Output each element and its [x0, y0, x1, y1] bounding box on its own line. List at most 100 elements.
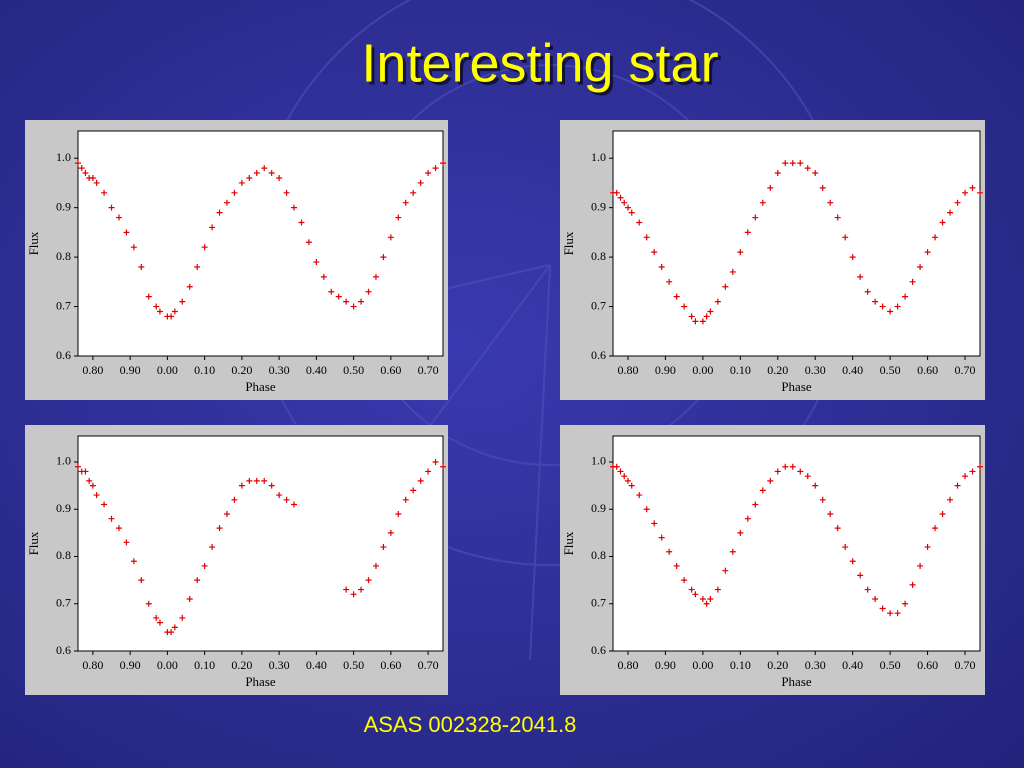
x-tick-label: 0.00 — [692, 363, 713, 377]
point — [231, 496, 238, 503]
x-tick-label: 0.60 — [380, 363, 401, 377]
point — [231, 189, 238, 196]
point — [328, 288, 335, 295]
point — [673, 293, 680, 300]
point — [216, 525, 223, 532]
point — [737, 529, 744, 536]
point — [887, 308, 894, 315]
point — [744, 229, 751, 236]
point — [621, 199, 628, 206]
point — [395, 510, 402, 517]
point — [168, 629, 175, 636]
point — [977, 463, 983, 470]
title-shadow: Interesting star — [364, 36, 721, 96]
point — [759, 199, 766, 206]
x-tick-label: 0.70 — [418, 363, 439, 377]
point — [879, 605, 886, 612]
point — [864, 288, 871, 295]
point — [917, 263, 924, 270]
point — [320, 273, 327, 280]
y-axis-label: Flux — [26, 231, 41, 255]
point — [246, 477, 253, 484]
point — [849, 254, 856, 261]
x-axis-label: Phase — [781, 379, 812, 394]
point — [223, 199, 230, 206]
point — [246, 174, 253, 181]
x-axis-label: Phase — [245, 674, 276, 689]
y-axis-label: Flux — [561, 531, 576, 555]
point — [209, 224, 216, 231]
point — [153, 303, 160, 310]
point — [789, 463, 796, 470]
y-tick-label: 0.9 — [56, 501, 71, 515]
point — [101, 501, 108, 508]
point — [440, 463, 446, 470]
point — [658, 263, 665, 270]
point — [268, 482, 275, 489]
x-tick-label: 0.40 — [842, 363, 863, 377]
point — [432, 458, 439, 465]
point — [939, 510, 946, 517]
point — [440, 160, 446, 167]
plot-area — [77, 435, 444, 652]
point — [291, 501, 298, 508]
x-tick-label: 0.50 — [343, 363, 364, 377]
point — [138, 577, 145, 584]
point — [909, 581, 916, 588]
point — [909, 278, 916, 285]
point — [123, 539, 130, 546]
point — [643, 506, 650, 513]
point — [692, 591, 699, 598]
point — [857, 273, 864, 280]
point — [864, 586, 871, 593]
point — [759, 487, 766, 494]
point — [123, 229, 130, 236]
point — [666, 278, 673, 285]
point — [658, 534, 665, 541]
point — [402, 199, 409, 206]
point — [887, 610, 894, 617]
point — [932, 234, 939, 241]
point — [343, 586, 350, 593]
y-tick-label: 0.9 — [591, 199, 606, 213]
point — [130, 558, 137, 565]
point — [380, 254, 387, 261]
point — [849, 558, 856, 565]
point — [425, 468, 432, 475]
x-tick-label: 0.80 — [617, 363, 638, 377]
point — [902, 600, 909, 607]
point — [729, 268, 736, 275]
chart-panel: 0.80 0.90 0.00 0.10 0.20 0.30 0.40 0.50 0.60 0.70… — [560, 425, 985, 695]
plot-area — [612, 435, 981, 652]
chart-panel: 0.80 0.90 0.00 0.10 0.20 0.30 0.40 0.50 0.60 0.70… — [25, 425, 448, 695]
point — [947, 496, 954, 503]
point — [939, 219, 946, 226]
point — [894, 610, 901, 617]
point — [186, 596, 193, 603]
point — [797, 160, 804, 167]
point — [651, 249, 658, 256]
point — [395, 214, 402, 221]
point — [924, 544, 931, 551]
point — [82, 170, 89, 177]
point — [387, 529, 394, 536]
point — [145, 293, 152, 300]
point — [681, 303, 688, 310]
point — [962, 473, 969, 480]
x-tick-label: 0.40 — [842, 658, 863, 672]
y-tick-label: 0.8 — [56, 548, 71, 562]
y-tick-label: 0.9 — [56, 199, 71, 213]
x-tick-label: 0.50 — [880, 658, 901, 672]
point — [101, 189, 108, 196]
point — [812, 482, 819, 489]
point — [613, 189, 620, 196]
point — [894, 303, 901, 310]
point — [201, 244, 208, 251]
point — [171, 624, 178, 631]
y-tick-label: 0.7 — [56, 298, 71, 312]
point — [194, 263, 201, 270]
x-tick-label: 0.50 — [343, 658, 364, 672]
point — [688, 586, 695, 593]
x-tick-label: 0.50 — [880, 363, 901, 377]
point — [291, 204, 298, 211]
